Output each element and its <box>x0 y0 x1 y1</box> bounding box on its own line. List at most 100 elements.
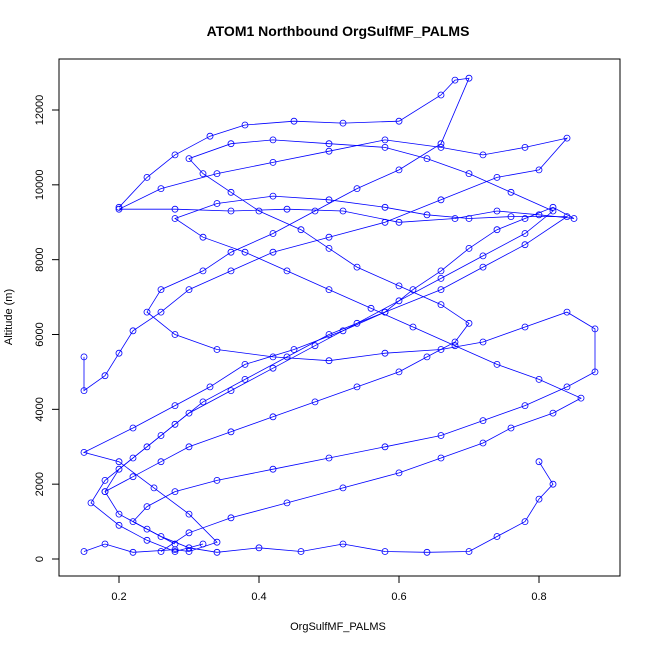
data-point <box>479 417 487 425</box>
data-point <box>339 484 347 492</box>
y-axis-label: Altitude (m) <box>3 289 15 345</box>
data-point <box>493 173 501 181</box>
data-point <box>269 413 277 421</box>
data-point <box>395 297 403 305</box>
data-point <box>199 170 207 178</box>
x-axis-label: OrgSulfMF_PALMS <box>290 621 386 633</box>
data-point <box>423 211 431 219</box>
data-point <box>143 443 151 451</box>
data-point <box>381 548 389 555</box>
data-point <box>479 439 487 447</box>
data-point <box>171 420 179 428</box>
data-point <box>269 353 277 361</box>
data-point <box>325 331 333 338</box>
data-point <box>311 342 319 350</box>
data-point <box>493 533 501 540</box>
data-point <box>591 325 599 333</box>
data-point <box>269 158 277 166</box>
data-point <box>227 428 235 436</box>
data-point <box>185 510 193 518</box>
data-point <box>255 207 263 215</box>
data-point <box>423 353 431 361</box>
data-point <box>185 443 193 451</box>
data-point <box>437 454 445 462</box>
data-point <box>535 458 543 466</box>
data-point <box>381 308 389 316</box>
data-point <box>227 514 235 522</box>
data-point <box>437 267 445 275</box>
data-point <box>227 267 235 275</box>
data-point <box>185 544 193 552</box>
data-point <box>227 387 235 395</box>
data-point <box>143 525 151 533</box>
data-point <box>451 342 459 350</box>
data-point <box>577 394 585 402</box>
data-point <box>115 458 123 466</box>
data-point <box>325 357 333 365</box>
data-point <box>115 521 123 529</box>
data-point <box>115 510 123 518</box>
data-point <box>213 538 221 546</box>
data-point <box>227 248 235 256</box>
data-point <box>563 308 571 316</box>
data-point <box>549 480 557 488</box>
data-point <box>115 205 123 213</box>
data-point <box>185 548 193 555</box>
chart-title: ATOM1 Northbound OrgSulfMF_PALMS <box>207 23 470 39</box>
data-point <box>101 540 109 548</box>
data-point <box>325 196 333 204</box>
data-point <box>465 74 473 82</box>
data-point <box>269 465 277 473</box>
data-point <box>143 536 151 544</box>
data-point <box>283 267 291 275</box>
data-point <box>227 140 235 148</box>
data-point <box>381 349 389 357</box>
data-point <box>437 143 445 151</box>
data-point <box>535 166 543 174</box>
data-point <box>143 173 151 181</box>
data-point <box>437 346 445 353</box>
data-point <box>199 233 207 241</box>
data-point <box>157 286 165 294</box>
data-point <box>339 327 347 335</box>
data-point <box>171 331 179 338</box>
data-point <box>521 323 529 331</box>
data-point <box>549 409 557 417</box>
data-point <box>283 205 291 213</box>
data-point <box>437 274 445 282</box>
data-point <box>80 387 88 395</box>
data-point <box>213 200 221 207</box>
data-point <box>206 383 214 391</box>
data-point <box>507 424 515 432</box>
data-point <box>171 546 179 553</box>
data-point <box>241 248 249 256</box>
data-point <box>507 188 515 196</box>
data-point <box>353 263 361 271</box>
data-point <box>325 244 333 252</box>
data-point <box>129 473 137 481</box>
data-point <box>395 469 403 477</box>
data-point <box>129 518 137 525</box>
data-point <box>395 282 403 290</box>
data-point <box>465 170 473 178</box>
data-point <box>521 241 529 249</box>
data-point <box>381 203 389 211</box>
data-point <box>591 368 599 376</box>
data-point <box>325 454 333 462</box>
data-point <box>269 136 277 144</box>
data-point <box>395 117 403 125</box>
data-point <box>101 476 109 484</box>
data-point <box>206 132 214 140</box>
data-point <box>409 286 417 294</box>
data-point <box>325 147 333 155</box>
y-tick-label: 4000 <box>34 397 46 421</box>
data-point <box>479 252 487 260</box>
data-point <box>570 215 578 222</box>
data-point <box>549 203 557 211</box>
data-point <box>290 346 298 353</box>
data-point <box>325 140 333 148</box>
data-point <box>129 454 137 462</box>
data-point <box>493 207 501 215</box>
